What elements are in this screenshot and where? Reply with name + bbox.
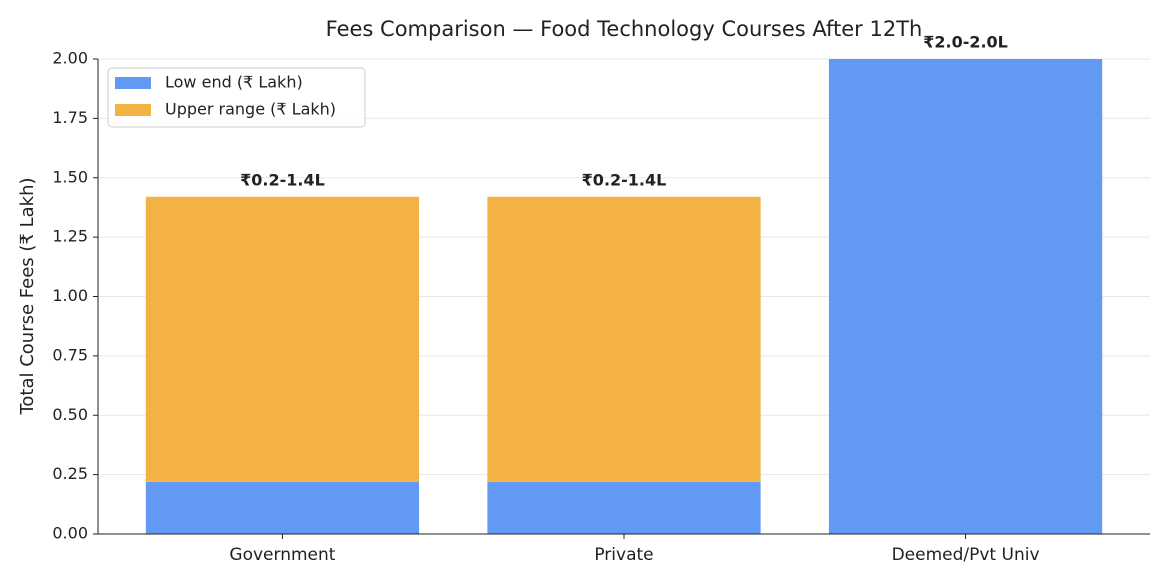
bar-segment [828,59,1103,534]
legend-box [107,67,366,128]
y-tick-label: 1.00 [52,286,88,305]
y-tick-label: 0.75 [52,345,88,364]
bar-segment [145,196,420,482]
legend-swatch [115,104,151,116]
legend-swatch [115,77,151,89]
y-tick-label: 1.50 [52,167,88,186]
x-tick-label: Government [229,545,335,565]
bar-segment [487,481,761,534]
y-tick-label: 0.00 [52,524,88,543]
data-label: ₹2.0-2.0L [923,33,1008,52]
y-tick-label: 0.50 [52,405,88,424]
legend-label: Low end (₹ Lakh) [165,73,303,92]
data-label: ₹0.2-1.4L [582,170,667,189]
legend-label: Upper range (₹ Lakh) [165,100,336,119]
y-tick-label: 2.00 [52,49,88,68]
x-tick-label: Deemed/Pvt Univ [892,545,1040,565]
data-label: ₹0.2-1.4L [240,170,325,189]
y-tick-label: 0.25 [52,464,88,483]
y-tick-label: 1.75 [52,108,88,127]
bar-segment [145,481,420,534]
y-tick-label: 1.25 [52,227,88,246]
bar-segment [487,196,761,482]
chart-title: Fees Comparison — Food Technology Course… [326,17,923,41]
y-axis-label: Total Course Fees (₹ Lakh) [17,177,38,415]
x-tick-label: Private [594,545,653,565]
